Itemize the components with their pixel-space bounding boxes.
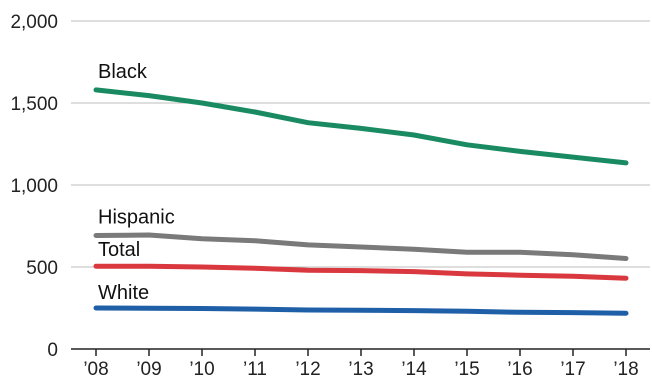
series-label-black: Black — [98, 61, 148, 83]
y-tick-label: 500 — [26, 258, 58, 279]
series-labels: Black Hispanic Total White — [98, 61, 175, 304]
x-tick-label: ’13 — [348, 359, 373, 380]
series-line-black — [93, 87, 629, 166]
series-label-white: White — [98, 282, 149, 304]
y-tick-label: 2,000 — [10, 12, 58, 33]
series-line-total — [93, 263, 629, 281]
y-tick-label: 1,000 — [10, 176, 58, 197]
gridlines — [71, 20, 650, 268]
y-tick-label: 0 — [47, 340, 58, 361]
x-tick-label: ’17 — [560, 359, 585, 380]
x-tick-label: ’15 — [454, 359, 479, 380]
x-axis-ticks: ’08 ’09 ’10 ’11 ’12 ’13 ’14 ’15 ’16 ’17 ’18 — [83, 349, 639, 380]
x-tick-label: ’08 — [83, 359, 108, 380]
x-tick-label: ’09 — [136, 359, 161, 380]
x-tick-label: ’18 — [613, 359, 638, 380]
x-tick-label: ’14 — [401, 359, 427, 380]
series-lines — [93, 87, 629, 316]
series-label-total: Total — [98, 239, 140, 261]
x-tick-label: ’11 — [243, 359, 267, 380]
series-line-hispanic — [93, 232, 629, 261]
x-tick-label: ’16 — [507, 359, 532, 380]
y-tick-label: 1,500 — [10, 94, 58, 115]
series-label-hispanic: Hispanic — [98, 207, 175, 229]
x-tick-label: ’12 — [295, 359, 320, 380]
y-axis-tick-labels: 0 500 1,000 1,500 2,000 — [10, 12, 58, 361]
series-line-white — [93, 305, 629, 316]
x-tick-label: ’10 — [189, 359, 214, 380]
